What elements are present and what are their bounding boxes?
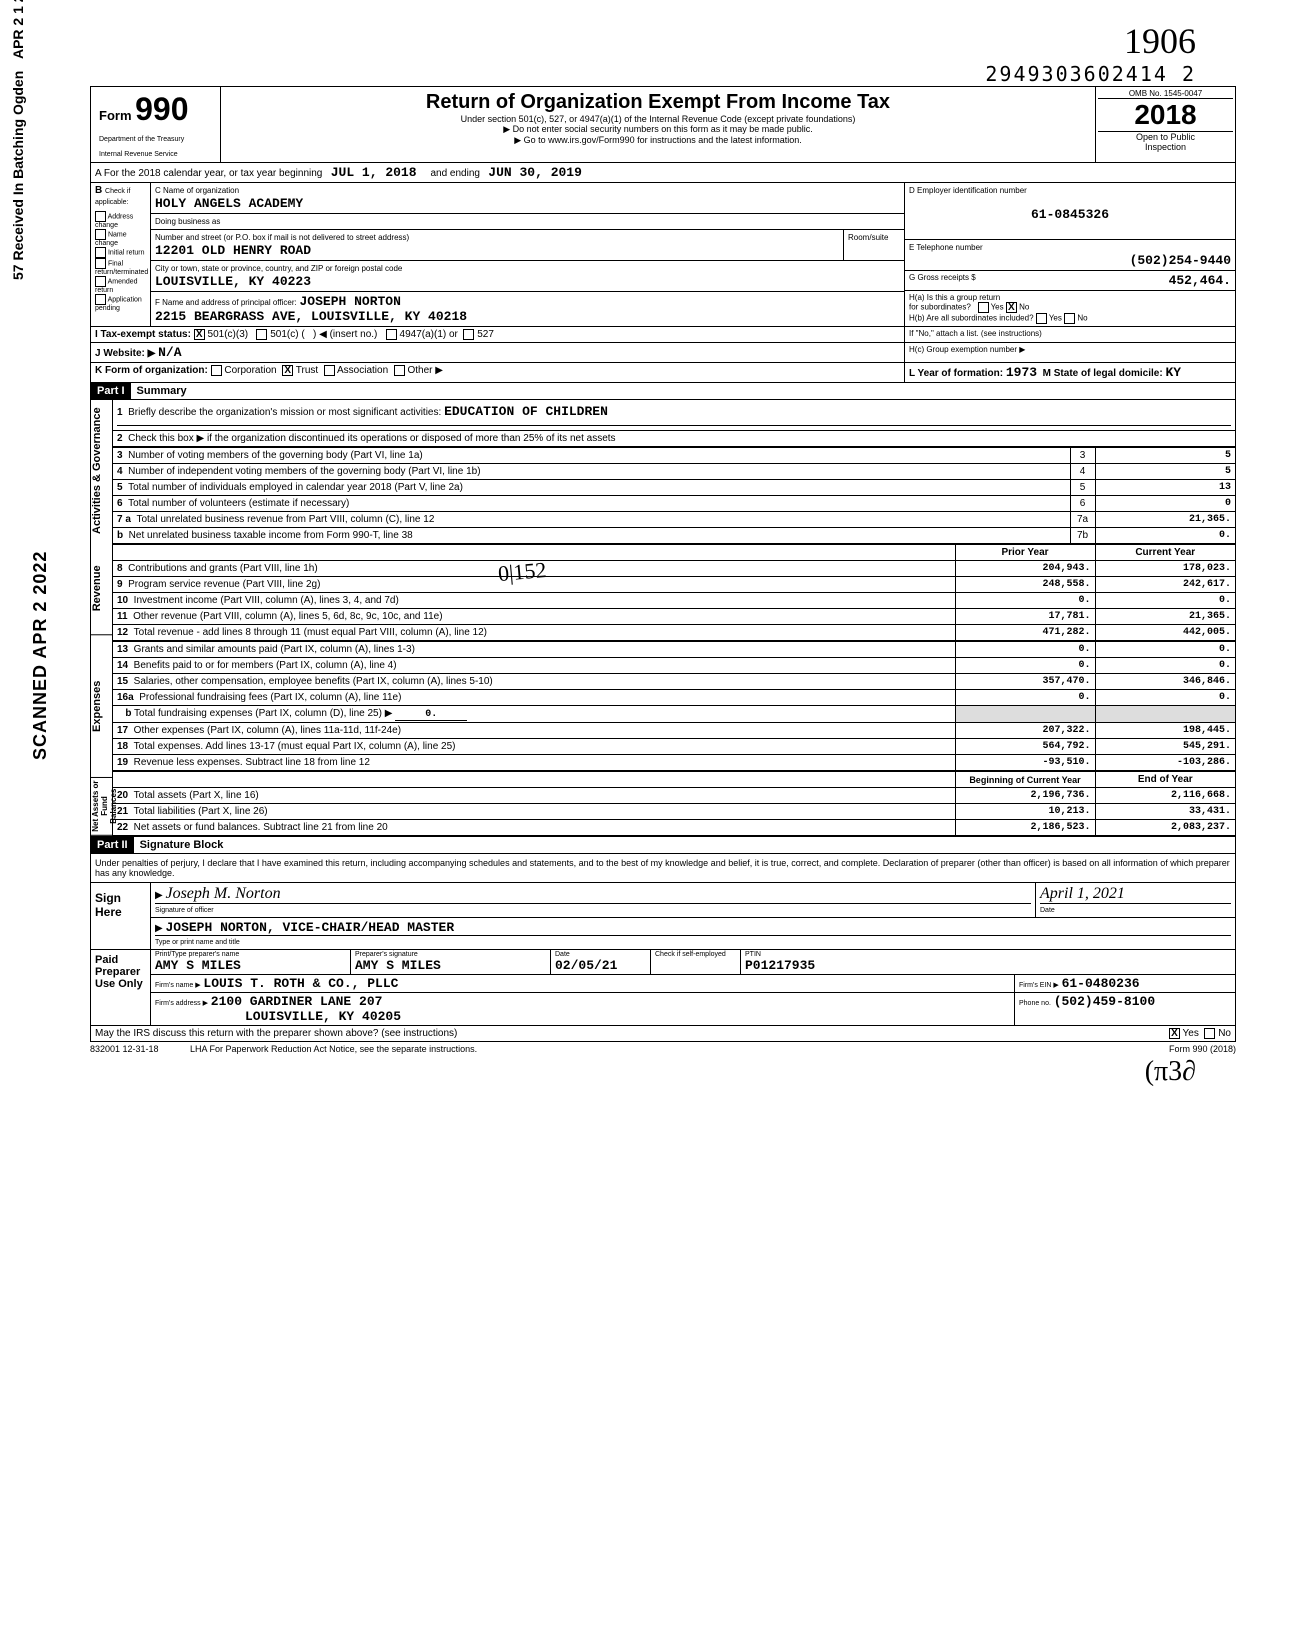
governance-table: 3 Number of voting members of the govern… — [113, 447, 1235, 544]
city-state-zip: LOUISVILLE, KY 40223 — [155, 274, 311, 289]
officer-name: JOSEPH NORTON — [299, 294, 400, 309]
part-2-header: Part II Signature Block — [90, 837, 1236, 854]
table-row: 4 Number of independent voting members o… — [113, 464, 1235, 480]
tax-year: 2018 — [1098, 99, 1233, 131]
line-l-m: L Year of formation: 1973 M State of leg… — [905, 363, 1235, 382]
preparer-name: AMY S MILES — [155, 958, 346, 973]
box-g-label: G Gross receipts $ — [909, 273, 976, 288]
side-revenue: Revenue — [91, 542, 112, 635]
table-row: 16a Professional fundraising fees (Part … — [113, 690, 1235, 706]
side-governance: Activities & Governance — [91, 400, 112, 542]
preparer-signature: AMY S MILES — [355, 958, 546, 973]
perjury-statement: Under penalties of perjury, I declare th… — [90, 854, 1236, 883]
box-f-label: F Name and address of principal officer: — [155, 298, 297, 307]
line-1: 1 Briefly describe the organization's mi… — [113, 400, 1235, 431]
line-k: K Form of organization: Corporation X Tr… — [91, 363, 905, 382]
table-row: 19 Revenue less expenses. Subtract line … — [113, 755, 1235, 771]
preparer-date: 02/05/21 — [555, 958, 646, 973]
part-1-header: Part I Summary — [90, 383, 1236, 400]
table-row: 8 Contributions and grants (Part VIII, l… — [113, 561, 1235, 577]
box-c-label: C Name of organization — [155, 186, 239, 195]
omb-number: OMB No. 1545-0047 — [1098, 89, 1233, 99]
line-i: I Tax-exempt status: X 501(c)(3) 501(c) … — [91, 327, 905, 342]
telephone: (502)254-9440 — [909, 253, 1231, 268]
form-header: Form 990 Department of the Treasury Inte… — [90, 86, 1236, 163]
city-label: City or town, state or province, country… — [155, 264, 402, 273]
form-title: Return of Organization Exempt From Incom… — [225, 91, 1091, 114]
box-b: B Check if applicable: Address change Na… — [91, 183, 151, 326]
handwritten-number: 1906 — [90, 20, 1236, 62]
firm-phone: (502)459-8100 — [1054, 994, 1155, 1009]
line-2: 2 Check this box ▶ if the organization d… — [113, 431, 1235, 447]
firm-address-2: LOUISVILLE, KY 40205 — [245, 1009, 401, 1024]
form-subtitle: Under section 501(c), 527, or 4947(a)(1)… — [225, 114, 1091, 124]
table-row: 10 Investment income (Part VIII, column … — [113, 593, 1235, 609]
paid-preparer-label: Paid Preparer Use Only — [91, 950, 151, 1025]
table-row: 17 Other expenses (Part IX, column (A), … — [113, 723, 1235, 739]
self-employed-check: Check if self-employed — [655, 951, 736, 958]
org-name: HOLY ANGELS ACADEMY — [155, 196, 303, 211]
bottom-handwritten: (π3∂ — [90, 1056, 1236, 1088]
form-note-2: Go to www.irs.gov/Form990 for instructio… — [225, 135, 1091, 146]
margin-stamp-received: 57 Received In Batching Ogden APR 2 1 20… — [10, 0, 26, 280]
footer: 832001 12-31-18 LHA For Paperwork Reduct… — [90, 1042, 1236, 1056]
expense-table: 13 Grants and similar amounts paid (Part… — [113, 641, 1235, 771]
box-d-label: D Employer identification number — [909, 186, 1027, 195]
form-number: Form 990 — [99, 91, 212, 128]
ptin: P01217935 — [745, 958, 1231, 973]
street-address: 12201 OLD HENRY ROAD — [155, 243, 311, 258]
table-row: 9 Program service revenue (Part VIII, li… — [113, 577, 1235, 593]
open-public: Open to PublicInspection — [1098, 131, 1233, 152]
box-h: H(a) Is this a group return for subordin… — [905, 291, 1235, 326]
room-label: Room/suite — [848, 233, 888, 242]
form-note-1: Do not enter social security numbers on … — [225, 124, 1091, 135]
box-h-c: H(c) Group exemption number ▶ — [905, 343, 1235, 362]
table-row: 5 Total number of individuals employed i… — [113, 480, 1235, 496]
irs-discuss: May the IRS discuss this return with the… — [90, 1026, 1236, 1042]
signature-date: April 1, 2021 — [1040, 885, 1125, 902]
firm-ein: 61-0480236 — [1062, 976, 1140, 991]
firm-address-1: 2100 GARDINER LANE 207 — [211, 994, 383, 1009]
box-e-label: E Telephone number — [909, 243, 983, 252]
revenue-table: Prior Year Current Year 8 Contributions … — [113, 544, 1235, 641]
table-row: 11 Other revenue (Part VIII, column (A),… — [113, 609, 1235, 625]
officer-printed-name: JOSEPH NORTON, VICE-CHAIR/HEAD MASTER — [165, 920, 454, 935]
dept-treasury: Department of the Treasury — [99, 136, 212, 143]
table-row: 12 Total revenue - add lines 8 through 1… — [113, 625, 1235, 641]
table-row: 21 Total liabilities (Part X, line 26)10… — [113, 804, 1235, 820]
table-row: 13 Grants and similar amounts paid (Part… — [113, 642, 1235, 658]
table-row: 15 Salaries, other compensation, employe… — [113, 674, 1235, 690]
firm-name: LOUIS T. ROTH & CO., PLLC — [203, 976, 398, 991]
table-row: 7 a Total unrelated business revenue fro… — [113, 512, 1235, 528]
table-row: b Total fundraising expenses (Part IX, c… — [113, 706, 1235, 723]
gross-receipts: 452,464. — [1169, 273, 1231, 288]
table-row: 22 Net assets or fund balances. Subtract… — [113, 820, 1235, 836]
side-expenses: Expenses — [91, 635, 112, 778]
table-row: b Net unrelated business taxable income … — [113, 528, 1235, 544]
margin-stamp-scanned: SCANNED APR 2 2022 — [30, 551, 51, 760]
side-net-assets: Net Assets or Fund Balances — [91, 778, 112, 836]
table-row: 20 Total assets (Part X, line 16)2,196,7… — [113, 788, 1235, 804]
table-row: 18 Total expenses. Add lines 13-17 (must… — [113, 739, 1235, 755]
table-row: 14 Benefits paid to or for members (Part… — [113, 658, 1235, 674]
ein: 61-0845326 — [909, 207, 1231, 222]
street-label: Number and street (or P.O. box if mail i… — [155, 233, 409, 242]
sign-here-label: Sign Here — [91, 883, 151, 949]
table-row: 3 Number of voting members of the govern… — [113, 448, 1235, 464]
net-assets-table: Beginning of Current Year End of Year 20… — [113, 771, 1235, 836]
table-row: 6 Total number of volunteers (estimate i… — [113, 496, 1235, 512]
officer-address: 2215 BEARGRASS AVE, LOUISVILLE, KY 40218 — [155, 309, 467, 324]
line-a: A For the 2018 calendar year, or tax yea… — [90, 163, 1236, 183]
dba-label: Doing business as — [155, 217, 220, 226]
dept-irs: Internal Revenue Service — [99, 151, 212, 158]
box-h-note: If "No," attach a list. (see instruction… — [905, 327, 1235, 342]
line-j: J Website: ▶ N/A — [91, 343, 905, 362]
stamp-number: 2949303602414 2 — [90, 62, 1236, 86]
officer-signature: Joseph M. Norton — [165, 885, 280, 902]
